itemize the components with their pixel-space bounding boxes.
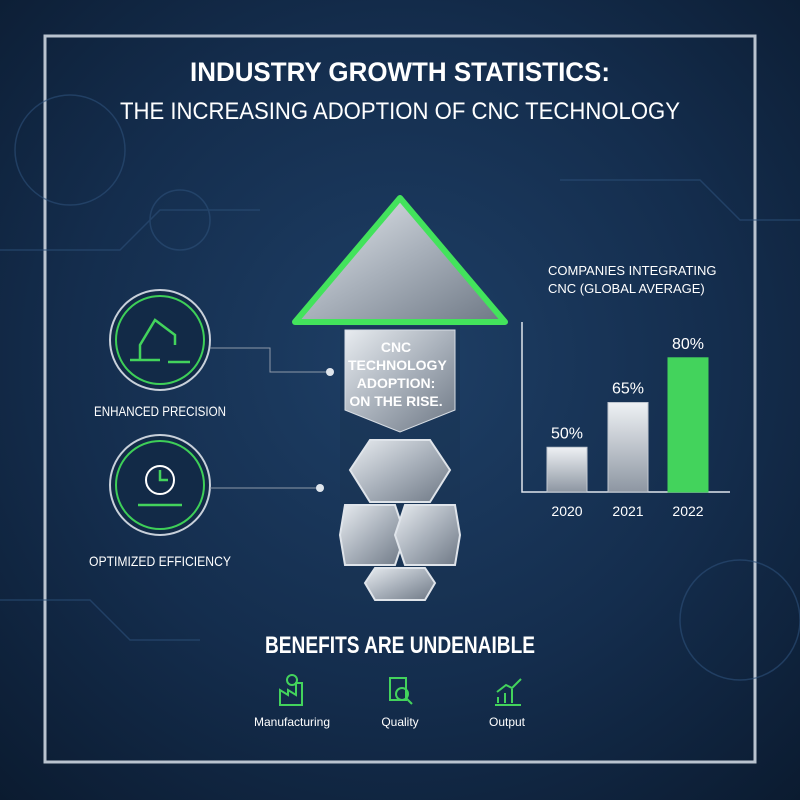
hexagons xyxy=(338,439,462,601)
bar xyxy=(667,357,709,493)
bar xyxy=(607,402,649,493)
x-tick-label: 2020 xyxy=(551,503,582,519)
arrow-text: CNC TECHNOLOGY ADOPTION: ON THE RISE. xyxy=(348,339,447,409)
footer-item: Quality xyxy=(381,715,418,729)
title: INDUSTRY GROWTH STATISTICS: xyxy=(190,57,610,87)
value-label: 50% xyxy=(551,425,583,442)
feature-label: ENHANCED PRECISION xyxy=(94,403,226,419)
arrow-label-plate xyxy=(344,329,456,433)
value-label: 80% xyxy=(672,336,704,353)
chart-title: COMPANIES INTEGRATING CNC (GLOBAL AVERAG… xyxy=(548,263,717,296)
footer-title: BENEFITS ARE UNDENAIBLE xyxy=(265,632,535,659)
frame xyxy=(43,34,757,764)
bar xyxy=(546,446,588,493)
feature-label: OPTIMIZED EFFICIENCY xyxy=(89,553,232,569)
x-tick-label: 2021 xyxy=(612,503,643,519)
value-label: 65% xyxy=(612,381,644,398)
footer-item: Manufacturing xyxy=(254,715,330,729)
arrow-head xyxy=(292,195,508,325)
footer-icons xyxy=(279,674,522,706)
circuit-lines xyxy=(0,94,800,681)
chart-axes xyxy=(521,322,730,493)
feature-icons xyxy=(109,289,334,536)
bar-chart: 50% 2020 65% 2021 80% 2022 xyxy=(546,336,709,519)
subtitle: THE INCREASING ADOPTION OF CNC TECHNOLOG… xyxy=(120,98,680,125)
x-tick-label: 2022 xyxy=(672,503,703,519)
footer-item: Output xyxy=(489,715,526,729)
